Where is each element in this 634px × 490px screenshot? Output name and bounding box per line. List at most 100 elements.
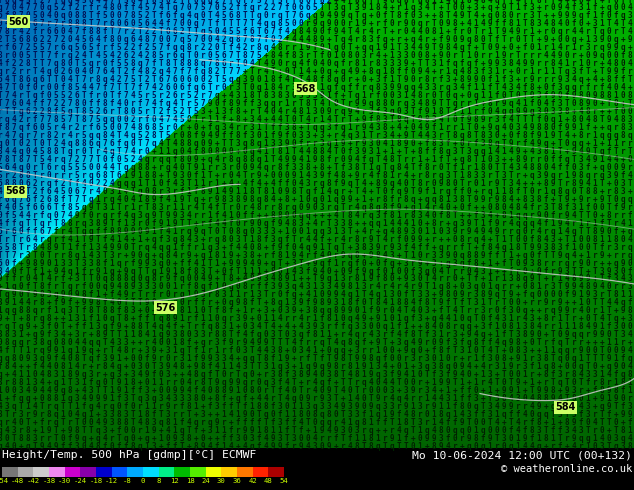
Text: 8: 8 <box>250 155 254 164</box>
Text: q: q <box>292 394 296 403</box>
Text: q: q <box>158 243 164 251</box>
Text: 4: 4 <box>229 91 233 100</box>
Text: f: f <box>33 27 37 36</box>
Text: 0: 0 <box>222 298 226 307</box>
Text: q: q <box>89 338 93 347</box>
Text: f: f <box>383 11 387 21</box>
Text: r: r <box>529 370 534 379</box>
Text: 6: 6 <box>61 43 65 52</box>
Text: +: + <box>271 306 275 316</box>
Text: +: + <box>327 211 332 220</box>
Text: 9: 9 <box>313 267 317 275</box>
Text: f: f <box>425 243 429 251</box>
Text: q: q <box>432 314 436 323</box>
Text: T: T <box>131 298 135 307</box>
Text: r: r <box>446 330 450 339</box>
Text: 0: 0 <box>11 203 16 212</box>
Text: +: + <box>418 195 422 204</box>
Text: 4: 4 <box>383 3 387 12</box>
Text: 1: 1 <box>474 426 478 435</box>
Text: f: f <box>278 410 282 419</box>
Text: 0: 0 <box>47 91 51 100</box>
Text: f: f <box>236 418 240 427</box>
Text: 9: 9 <box>614 362 618 371</box>
Text: q: q <box>40 314 44 323</box>
Text: 4: 4 <box>4 20 10 28</box>
Text: 0: 0 <box>565 51 569 60</box>
Text: r: r <box>467 354 471 363</box>
Text: f: f <box>621 51 625 60</box>
Text: f: f <box>446 298 450 307</box>
Text: r: r <box>453 322 457 331</box>
Text: 0: 0 <box>61 75 65 84</box>
Text: q: q <box>158 418 164 427</box>
Text: T: T <box>47 139 51 148</box>
Text: +: + <box>264 243 268 251</box>
Text: 9: 9 <box>299 442 303 451</box>
Text: f: f <box>453 402 457 411</box>
Text: T: T <box>586 67 590 76</box>
Text: 4: 4 <box>522 163 527 172</box>
Text: r: r <box>138 203 142 212</box>
Text: f: f <box>82 211 86 220</box>
Text: 9: 9 <box>236 298 240 307</box>
Text: q: q <box>579 11 583 21</box>
Text: 4: 4 <box>467 362 471 371</box>
Text: T: T <box>501 179 507 188</box>
Text: 9: 9 <box>243 338 247 347</box>
Text: q: q <box>551 171 555 180</box>
Text: 0: 0 <box>361 298 366 307</box>
Text: T: T <box>26 187 30 196</box>
Text: 4: 4 <box>361 227 366 236</box>
Text: 0: 0 <box>628 107 632 116</box>
Text: T: T <box>117 83 121 92</box>
Text: 4: 4 <box>152 322 157 331</box>
Text: 3: 3 <box>397 59 401 68</box>
Text: 2: 2 <box>131 155 135 164</box>
Text: 4: 4 <box>558 394 562 403</box>
Text: +: + <box>515 291 521 299</box>
Text: 1: 1 <box>376 346 380 355</box>
Text: 1: 1 <box>501 362 507 371</box>
Text: r: r <box>515 314 521 323</box>
Text: 3: 3 <box>572 67 576 76</box>
Text: 0: 0 <box>327 267 332 275</box>
Text: 4: 4 <box>628 20 632 28</box>
Text: 8: 8 <box>488 99 493 108</box>
Text: T: T <box>131 394 135 403</box>
Text: 4: 4 <box>292 35 296 45</box>
Text: q: q <box>222 314 226 323</box>
Text: 4: 4 <box>215 11 219 21</box>
Text: 3: 3 <box>236 91 240 100</box>
Text: 8: 8 <box>376 59 380 68</box>
Text: 2: 2 <box>75 155 79 164</box>
Text: 9: 9 <box>172 171 178 180</box>
Text: 8: 8 <box>361 35 366 45</box>
Text: 1: 1 <box>432 187 436 196</box>
Text: 9: 9 <box>194 163 198 172</box>
Text: +: + <box>257 211 261 220</box>
Text: T: T <box>579 267 583 275</box>
Text: f: f <box>390 187 394 196</box>
Text: r: r <box>158 354 164 363</box>
Text: 8: 8 <box>453 20 457 28</box>
Text: f: f <box>488 75 493 84</box>
Text: 8: 8 <box>425 75 429 84</box>
Text: 3: 3 <box>333 298 339 307</box>
Text: 8: 8 <box>446 291 450 299</box>
Text: q: q <box>110 115 114 124</box>
Text: 0: 0 <box>201 11 205 21</box>
Text: +: + <box>586 386 590 395</box>
Text: T: T <box>117 0 121 4</box>
Text: T: T <box>558 147 562 156</box>
Text: q: q <box>110 147 114 156</box>
Text: 8: 8 <box>215 147 219 156</box>
Text: 1: 1 <box>0 386 3 395</box>
Text: 4: 4 <box>411 91 415 100</box>
Text: 4: 4 <box>522 442 527 451</box>
Text: 4: 4 <box>257 163 261 172</box>
Text: +: + <box>425 155 429 164</box>
Text: 0: 0 <box>306 434 310 443</box>
Text: q: q <box>453 0 457 4</box>
Text: 4: 4 <box>152 243 157 251</box>
